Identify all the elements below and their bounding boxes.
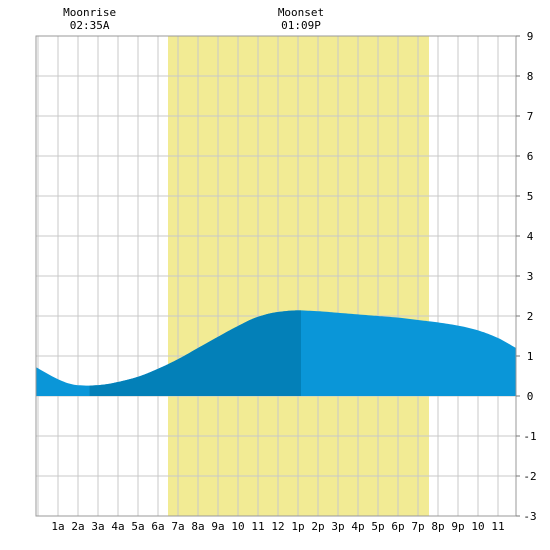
x-tick-label: 2a — [71, 520, 84, 533]
y-tick-label: 0 — [527, 390, 534, 403]
moonrise-label: Moonrise — [63, 6, 116, 19]
x-tick-label: 2p — [311, 520, 324, 533]
tide-area-moon-up — [89, 310, 301, 396]
y-tick-label: 5 — [527, 190, 534, 203]
y-tick-label: 1 — [527, 350, 534, 363]
x-tick-label: 11 — [251, 520, 264, 533]
x-tick-label: 1p — [291, 520, 304, 533]
moonset-time: 01:09P — [281, 19, 321, 32]
x-tick-label: 6a — [151, 520, 164, 533]
y-tick-label: 9 — [527, 30, 534, 43]
y-tick-label: -3 — [523, 510, 536, 523]
x-tick-label: 7a — [171, 520, 184, 533]
grid-lines — [36, 35, 516, 517]
y-tick-label: 7 — [527, 110, 534, 123]
x-tick-label: 10 — [231, 520, 244, 533]
y-axis-ticks: -3 -2 -1 0 1 2 3 4 5 6 7 8 9 — [516, 30, 537, 523]
x-tick-label: 9a — [211, 520, 224, 533]
x-tick-label: 3a — [91, 520, 104, 533]
x-tick-label: 7p — [411, 520, 424, 533]
x-tick-label: 3p — [331, 520, 344, 533]
moonrise-time: 02:35A — [70, 19, 110, 32]
y-tick-label: 8 — [527, 70, 534, 83]
x-tick-label: 6p — [391, 520, 404, 533]
y-tick-label: 6 — [527, 150, 534, 163]
y-tick-label: -1 — [523, 430, 536, 443]
x-axis-ticks: 1a 2a 3a 4a 5a 6a 7a 8a 9a 10 11 12 1p 2p 3p 4p 5p 6p 7p 8p… — [51, 520, 504, 533]
x-tick-label: 4p — [351, 520, 364, 533]
y-tick-label: 3 — [527, 270, 534, 283]
moonset-label: Moonset — [278, 6, 324, 19]
x-tick-label: 5p — [371, 520, 384, 533]
x-tick-label: 4a — [111, 520, 124, 533]
y-tick-label: 2 — [527, 310, 534, 323]
y-tick-label: -2 — [523, 470, 536, 483]
y-tick-label: 4 — [527, 230, 534, 243]
x-tick-label: 5a — [131, 520, 144, 533]
x-tick-label: 12 — [271, 520, 284, 533]
x-tick-label: 8a — [191, 520, 204, 533]
x-tick-label: 11 — [491, 520, 504, 533]
x-tick-label: 1a — [51, 520, 64, 533]
x-tick-label: 9p — [451, 520, 464, 533]
x-tick-label: 10 — [471, 520, 484, 533]
x-tick-label: 8p — [431, 520, 444, 533]
